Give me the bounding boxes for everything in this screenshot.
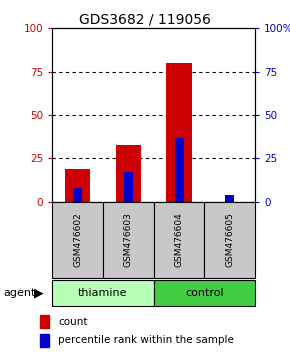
Bar	[52, 202, 103, 278]
Bar	[73, 188, 82, 202]
Text: ▶: ▶	[34, 287, 44, 299]
Text: GSM476603: GSM476603	[124, 212, 133, 267]
Bar	[166, 63, 192, 202]
Text: agent: agent	[3, 288, 35, 298]
Bar	[52, 280, 154, 306]
Bar	[65, 169, 90, 202]
Bar	[225, 195, 234, 202]
Text: control: control	[185, 288, 224, 298]
Text: percentile rank within the sample: percentile rank within the sample	[58, 335, 234, 346]
Bar	[103, 202, 154, 278]
Text: GSM476605: GSM476605	[225, 212, 234, 267]
Text: GDS3682 / 119056: GDS3682 / 119056	[79, 12, 211, 27]
Text: count: count	[58, 316, 88, 327]
Text: thiamine: thiamine	[78, 288, 128, 298]
Bar	[154, 280, 255, 306]
Bar	[124, 172, 133, 202]
Bar	[175, 138, 184, 202]
Bar	[116, 144, 141, 202]
Bar	[154, 202, 204, 278]
Bar	[40, 334, 49, 347]
Bar	[40, 315, 49, 328]
Bar	[204, 202, 255, 278]
Text: GSM476602: GSM476602	[73, 212, 82, 267]
Text: GSM476604: GSM476604	[175, 212, 184, 267]
